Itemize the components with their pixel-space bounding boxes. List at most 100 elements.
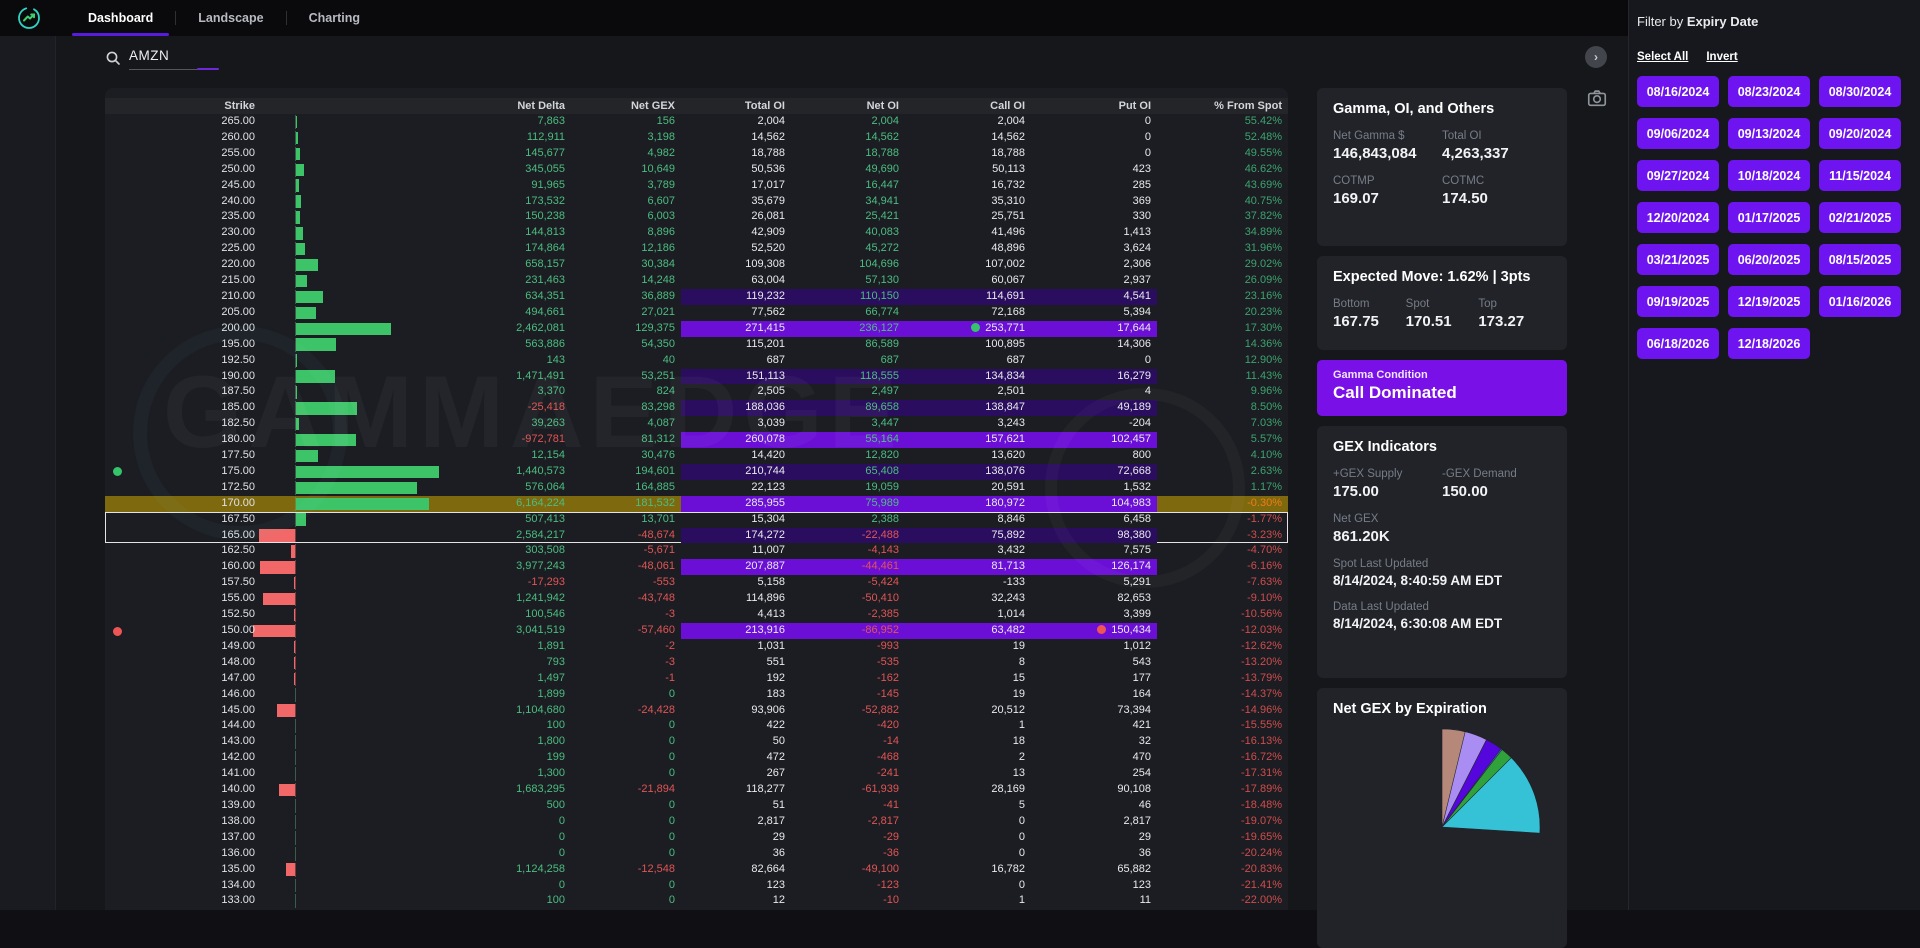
table-row[interactable]: 172.50 576,064 164,885 22,123 19,059 20,591 1,…: [105, 480, 1288, 496]
gex-indicators-card: GEX Indicators +GEX Supply 175.00 -GEX De…: [1317, 426, 1567, 678]
table-row[interactable]: 192.50 143 40 687 687 687 0 12.90%: [105, 353, 1288, 369]
table-row[interactable]: 240.00 173,532 6,607 35,679 34,941 35,310 369 4…: [105, 194, 1288, 210]
column-header-noi[interactable]: Net OI: [866, 100, 899, 112]
table-row[interactable]: 187.50 3,370 824 2,505 2,497 2,501 4 9.96%: [105, 384, 1288, 400]
call-oi-cell: 2,004: [997, 115, 1025, 127]
table-row[interactable]: 235.00 150,238 6,003 26,081 25,421 25,751 330 3…: [105, 209, 1288, 225]
invert-link[interactable]: Invert: [1706, 51, 1738, 63]
table-row[interactable]: 165.00 2,584,217 -48,674 174,272 -22,488 75,8…: [105, 527, 1288, 544]
table-row[interactable]: 150.00 3,041,519 -57,460 213,916 -86,952 63,4…: [105, 623, 1288, 639]
collapse-panel-button[interactable]: ›: [1585, 46, 1607, 68]
table-row[interactable]: 260.00 112,911 3,198 14,562 14,562 14,562 0 52.…: [105, 130, 1288, 146]
table-row[interactable]: 145.00 1,104,680 -24,428 93,906 -52,882 20,51…: [105, 703, 1288, 719]
expiry-date-button[interactable]: 08/30/2024: [1819, 76, 1901, 107]
table-row[interactable]: 215.00 231,463 14,248 63,004 57,130 60,067 2,9…: [105, 273, 1288, 289]
table-row[interactable]: 139.00 500 0 51 -41 5 46 -18.48%: [105, 798, 1288, 814]
table-row[interactable]: 180.00 -972,781 81,312 260,078 55,164 157,621…: [105, 432, 1288, 449]
data-updated-label: Data Last Updated: [1333, 601, 1429, 613]
table-row[interactable]: 162.50 303,508 -5,671 11,007 -4,143 3,432 7,57…: [105, 543, 1288, 559]
table-row[interactable]: 157.50 -17,293 -553 5,158 -5,424 -133 5,291 -7.…: [105, 575, 1288, 591]
table-row[interactable]: 135.00 1,124,258 -12,548 82,664 -49,100 16,78…: [105, 862, 1288, 878]
expiry-date-button[interactable]: 03/21/2025: [1637, 244, 1719, 275]
table-row[interactable]: 200.00 2,462,081 129,375 271,415 236,127 253,…: [105, 320, 1288, 337]
table-row[interactable]: 140.00 1,683,295 -21,894 118,277 -61,939 28,1…: [105, 782, 1288, 798]
table-row[interactable]: 225.00 174,864 12,186 52,520 45,272 48,896 3,6…: [105, 241, 1288, 257]
net-gex-bar: [296, 433, 356, 447]
table-row[interactable]: 137.00 0 0 29 -29 0 29 -19.65%: [105, 830, 1288, 846]
table-row[interactable]: 205.00 494,661 27,021 77,562 66,774 72,168 5,3…: [105, 305, 1288, 321]
table-row[interactable]: 136.00 0 0 36 -36 0 36 -20.24%: [105, 846, 1288, 862]
net-gex-bar: [296, 338, 336, 351]
column-header-nd[interactable]: Net Delta: [517, 100, 565, 112]
table-row[interactable]: 142.00 199 0 472 -468 2 470 -16.72%: [105, 750, 1288, 766]
expiry-date-button[interactable]: 01/17/2025: [1728, 202, 1810, 233]
table-row[interactable]: 144.00 100 0 422 -420 1 421 -15.55%: [105, 718, 1288, 734]
expiry-date-button[interactable]: 09/06/2024: [1637, 118, 1719, 149]
tab-landscape[interactable]: Landscape: [198, 11, 264, 25]
expiry-date-button[interactable]: 12/19/2025: [1728, 286, 1810, 317]
expiry-date-button[interactable]: 08/16/2024: [1637, 76, 1719, 107]
table-row[interactable]: 152.50 100,546 -3 4,413 -2,385 1,014 3,399 -10.…: [105, 607, 1288, 623]
net-gex-expiration-pie: [1441, 728, 1541, 834]
expiry-date-button[interactable]: 02/21/2025: [1819, 202, 1901, 233]
column-header-toi[interactable]: Total OI: [744, 100, 785, 112]
column-header-pct[interactable]: % From Spot: [1214, 100, 1282, 112]
table-row[interactable]: 182.50 39,263 4,087 3,039 3,447 3,243 -204 7.03…: [105, 416, 1288, 432]
table-row[interactable]: 138.00 0 0 2,817 -2,817 0 2,817 -19.07%: [105, 814, 1288, 830]
put-oi-cell: 104,983: [1111, 496, 1151, 509]
table-row[interactable]: 167.50 507,413 13,701 15,304 2,388 8,846 6,458…: [105, 512, 1288, 528]
table-row[interactable]: 177.50 12,154 30,476 14,420 12,820 13,620 800 4…: [105, 448, 1288, 464]
table-row[interactable]: 149.00 1,891 -2 1,031 -993 19 1,012 -12.62%: [105, 639, 1288, 655]
strike-cell: 144.00: [221, 719, 255, 732]
expiry-date-button[interactable]: 09/13/2024: [1728, 118, 1810, 149]
table-row[interactable]: 190.00 1,471,491 53,251 151,113 118,555 134,8…: [105, 368, 1288, 385]
column-header-coi[interactable]: Call OI: [990, 100, 1025, 112]
tab-charting[interactable]: Charting: [308, 11, 360, 25]
net-gex-bar: [296, 147, 300, 160]
net-gamma-value: 146,843,084: [1333, 145, 1417, 162]
expiry-date-button[interactable]: 09/19/2025: [1637, 286, 1719, 317]
table-row[interactable]: 141.00 1,300 0 267 -241 13 254 -17.31%: [105, 766, 1288, 782]
expiry-date-button[interactable]: 09/27/2024: [1637, 160, 1719, 191]
net-oi-cell: 86,589: [865, 337, 899, 350]
table-row[interactable]: 155.00 1,241,942 -43,748 114,896 -50,410 32,2…: [105, 591, 1288, 607]
pct-from-spot-cell: -16.72%: [1241, 751, 1282, 764]
table-row[interactable]: 134.00 0 0 123 -123 0 123 -21.41%: [105, 878, 1288, 894]
column-header-gx[interactable]: Net GEX: [630, 100, 675, 112]
table-row[interactable]: 160.00 3,977,243 -48,061 207,887 -44,461 81,7…: [105, 559, 1288, 576]
table-row[interactable]: 143.00 1,800 0 50 -14 18 32 -16.13%: [105, 734, 1288, 750]
expiry-date-button[interactable]: 12/18/2026: [1728, 328, 1810, 359]
table-row[interactable]: 146.00 1,899 0 183 -145 19 164 -14.37%: [105, 687, 1288, 703]
select-all-link[interactable]: Select All: [1637, 51, 1689, 63]
table-row[interactable]: 210.00 634,351 36,889 119,232 110,150 114,691…: [105, 288, 1288, 305]
table-row[interactable]: 170.00 6,164,224 181,532 285,955 75,989 180,9…: [105, 495, 1288, 512]
table-row[interactable]: 245.00 91,965 3,789 17,017 16,447 16,732 285 43…: [105, 178, 1288, 194]
table-row[interactable]: 133.00 100 0 12 -10 1 11 -22.00%: [105, 893, 1288, 909]
tab-dashboard[interactable]: Dashboard: [66, 0, 175, 36]
expiry-date-button[interactable]: 10/18/2024: [1728, 160, 1810, 191]
expiry-date-button[interactable]: 12/20/2024: [1637, 202, 1719, 233]
table-row[interactable]: 185.00 -25,418 83,298 188,036 89,658 138,847 4…: [105, 400, 1288, 417]
expiry-date-button[interactable]: 08/23/2024: [1728, 76, 1810, 107]
table-row[interactable]: 265.00 7,863 156 2,004 2,004 2,004 0 55.42%: [105, 114, 1288, 130]
table-row[interactable]: 220.00 658,157 30,384 109,308 104,696 107,002…: [105, 257, 1288, 273]
table-row[interactable]: 148.00 793 -3 551 -535 8 543 -13.20%: [105, 655, 1288, 671]
ticker-search-input[interactable]: [129, 46, 215, 70]
table-row[interactable]: 230.00 144,813 8,896 42,909 40,083 41,496 1,41…: [105, 225, 1288, 241]
column-header-strike[interactable]: Strike: [224, 100, 255, 112]
table-row[interactable]: 195.00 563,886 54,350 115,201 86,589 100,895 1…: [105, 337, 1288, 353]
expiry-date-button[interactable]: 06/18/2026: [1637, 328, 1719, 359]
table-row[interactable]: 250.00 345,055 10,649 50,536 49,690 50,113 423…: [105, 162, 1288, 178]
table-row[interactable]: 255.00 145,677 4,982 18,788 18,788 18,788 0 49.…: [105, 146, 1288, 162]
expiry-date-button[interactable]: 09/20/2024: [1819, 118, 1901, 149]
expiry-date-button[interactable]: 01/16/2026: [1819, 286, 1901, 317]
screenshot-camera-button[interactable]: [1586, 87, 1608, 109]
net-oi-cell: -44,461: [861, 560, 899, 573]
expiry-date-button[interactable]: 08/15/2025: [1819, 244, 1901, 275]
table-row[interactable]: 175.00 1,440,573 194,601 210,744 65,408 138,0…: [105, 463, 1288, 480]
table-row[interactable]: 147.00 1,497 -1 192 -162 15 177 -13.79%: [105, 671, 1288, 687]
expiry-date-button[interactable]: 11/15/2024: [1819, 160, 1901, 191]
expiry-date-button[interactable]: 06/20/2025: [1728, 244, 1810, 275]
strike-cell: 147.00: [221, 671, 255, 684]
column-header-poi[interactable]: Put OI: [1118, 100, 1151, 112]
